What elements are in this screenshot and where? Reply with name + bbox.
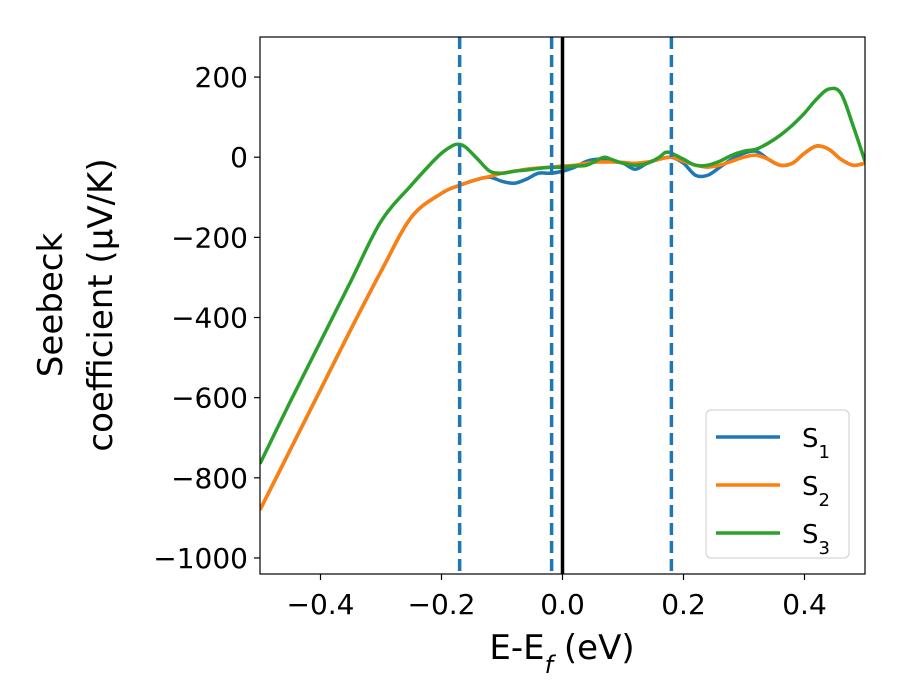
x-tick-label: 0.2 — [661, 588, 706, 621]
y-axis-label-line2: coefficient (μV/K) — [81, 158, 121, 451]
legend: S1 S2 S3 — [705, 409, 850, 559]
legend-label-s2: S2 — [802, 472, 830, 511]
x-tick-label: −0.2 — [408, 588, 476, 621]
y-axis-label-line1: Seebeck — [31, 233, 71, 378]
x-tick-label: 0.4 — [782, 588, 827, 621]
legend-label-s3: S3 — [802, 520, 830, 559]
x-tick-label: 0.0 — [540, 588, 585, 621]
y-tick-label: −1000 — [153, 542, 248, 575]
y-tick-label: 0 — [230, 141, 248, 174]
x-tick-label: −0.4 — [287, 588, 355, 621]
y-tick-label: 200 — [195, 61, 248, 94]
x-axis-label: E-Ef (eV) — [489, 628, 634, 679]
y-tick-label: −600 — [171, 382, 248, 415]
y-tick-label: −200 — [171, 221, 248, 254]
series-line-s3 — [260, 86, 865, 465]
y-tick-label: −800 — [171, 462, 248, 495]
y-tick-label: −400 — [171, 302, 248, 335]
legend-label-s1: S1 — [802, 424, 830, 463]
